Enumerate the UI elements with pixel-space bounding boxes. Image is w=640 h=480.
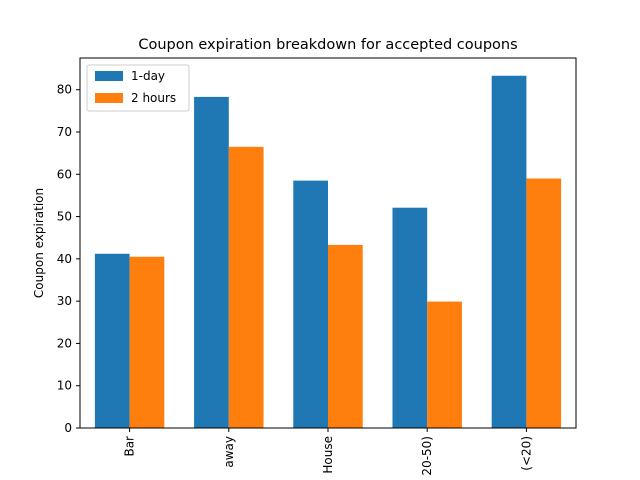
legend-label: 1-day <box>131 69 165 83</box>
legend: 1-day 2 hours <box>86 64 190 112</box>
bar-2-hours-0 <box>129 256 165 428</box>
bar-2-hours-4 <box>526 178 562 428</box>
bar-2-hours-1 <box>228 146 264 429</box>
legend-swatch <box>95 71 123 81</box>
y-tick-label: 10 <box>57 379 72 393</box>
x-tick-label: (<20) <box>519 436 533 471</box>
y-axis-label: Coupon expiration <box>32 188 46 298</box>
y-tick-label: 80 <box>57 83 72 97</box>
x-tick-label: away <box>222 436 236 468</box>
bar-1-day-3 <box>392 207 428 428</box>
bar-2-hours-2 <box>328 244 363 428</box>
bars-layer <box>94 75 562 429</box>
bar-1-day-1 <box>194 96 229 428</box>
y-tick-label: 20 <box>57 336 72 350</box>
x-tick-label: 20-50) <box>420 436 434 476</box>
chart-title: Coupon expiration breakdown for accepted… <box>138 37 517 53</box>
x-axis-ticks: Bar away House 20-50) (<20) <box>123 428 533 476</box>
y-tick-label: 70 <box>57 125 72 139</box>
x-tick-label: House <box>321 436 335 474</box>
bar-1-day-4 <box>491 75 527 428</box>
y-tick-label: 50 <box>57 210 72 224</box>
y-tick-label: 60 <box>57 167 72 181</box>
y-tick-label: 0 <box>64 421 72 435</box>
bar-2-hours-3 <box>427 301 462 428</box>
legend-label: 2 hours <box>131 91 176 105</box>
bar-1-day-2 <box>293 180 328 428</box>
y-axis-ticks: 0 10 20 30 40 50 60 70 80 <box>57 83 80 435</box>
y-tick-label: 40 <box>57 252 72 266</box>
bar-1-day-0 <box>94 253 130 428</box>
x-tick-label: Bar <box>123 436 137 457</box>
plot-frame <box>79 57 577 429</box>
y-tick-label: 30 <box>57 294 72 308</box>
legend-swatch <box>95 93 123 103</box>
